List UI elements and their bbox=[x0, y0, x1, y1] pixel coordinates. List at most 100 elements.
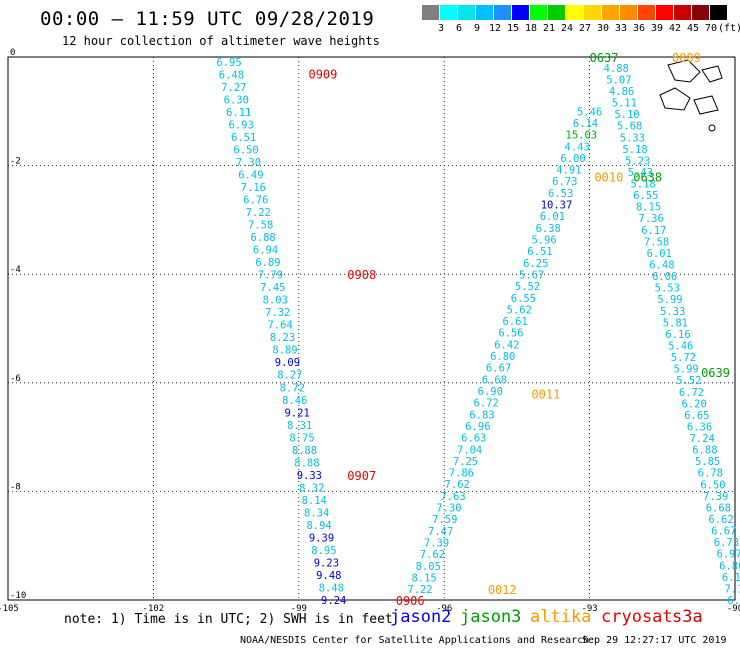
swh-value-label: 7.62 bbox=[420, 549, 445, 561]
colorbar-swatch bbox=[638, 5, 655, 20]
swh-value-label: 8.34 bbox=[304, 507, 329, 519]
colorbar-label: 6 bbox=[455, 23, 463, 34]
x-tick-label: -93 bbox=[581, 604, 597, 614]
colorbar-label: 12 bbox=[488, 23, 502, 34]
swh-value-label: 6.48 bbox=[649, 260, 674, 272]
colorbar-label: 36 bbox=[632, 23, 646, 34]
swh-value-label: 8.32 bbox=[299, 482, 324, 494]
legend-jason2: jason2 bbox=[390, 607, 452, 627]
colorbar-label: 30 bbox=[596, 23, 610, 34]
swh-value-label: 9.39 bbox=[309, 532, 334, 544]
swh-value-label: 6.67 bbox=[486, 363, 511, 375]
swh-value-label: 8.05 bbox=[416, 561, 441, 573]
swh-value-label: 6.50 bbox=[233, 144, 258, 156]
swh-value-label: 9.23 bbox=[314, 557, 339, 569]
colorbar-swatch bbox=[512, 5, 529, 20]
swh-value-label: 7.24 bbox=[690, 433, 715, 445]
swh-value-label: 6.56 bbox=[498, 328, 523, 340]
colorbar-label: 27 bbox=[578, 23, 592, 34]
swh-value-label: 6.73 bbox=[714, 537, 739, 549]
y-tick-label: -10 bbox=[10, 591, 26, 601]
colorbar-label: (ft) bbox=[718, 23, 740, 34]
swh-value-label: 6.76 bbox=[243, 195, 268, 207]
swh-value-label: 5.23 bbox=[625, 155, 650, 167]
swh-value-label: 6.01 bbox=[647, 248, 672, 260]
swh-value-label: 6.89 bbox=[255, 257, 280, 269]
swh-value-label: 8.72 bbox=[280, 382, 305, 394]
colorbar-label: 45 bbox=[686, 23, 700, 34]
swh-value-label: 6.95 bbox=[216, 57, 241, 69]
island-outline bbox=[667, 59, 701, 83]
swh-value-label: 5.72 bbox=[671, 352, 696, 364]
swh-value-label: 8.46 bbox=[282, 395, 307, 407]
swh-value-label: 6.68 bbox=[706, 502, 731, 514]
swh-value-label: 8.75 bbox=[289, 432, 314, 444]
swh-value-label: 4.88 bbox=[604, 63, 629, 75]
colorbar-label: 39 bbox=[650, 23, 664, 34]
swh-value-label: 6.48 bbox=[219, 69, 244, 81]
colorbar-label: 42 bbox=[668, 23, 682, 34]
swh-value-label: 6.38 bbox=[536, 223, 561, 235]
swh-value-label: 6.73 bbox=[552, 176, 577, 188]
swh-value-label: 6.80 bbox=[719, 560, 740, 572]
x-tick-label: -96 bbox=[436, 604, 452, 614]
swh-value-label: 9.21 bbox=[285, 407, 310, 419]
swh-value-label: 7.30 bbox=[436, 503, 461, 515]
swh-value-label: 7.47 bbox=[428, 526, 453, 538]
colorbar-swatch bbox=[566, 5, 583, 20]
swh-value-label: 8.15 bbox=[636, 202, 661, 214]
swh-value-label: 7.86 bbox=[449, 468, 474, 480]
swh-value-label: 8.95 bbox=[311, 545, 336, 557]
swh-value-label: 7.39 bbox=[424, 538, 449, 550]
swh-value-label: 6.62 bbox=[708, 514, 733, 526]
swh-value-label: 8.89 bbox=[272, 345, 297, 357]
swh-value-label: 6.72 bbox=[679, 387, 704, 399]
swh-value-label: 6.30 bbox=[224, 94, 249, 106]
swh-value-label: 7.10 bbox=[725, 583, 740, 595]
swh-value-label: 5.46 bbox=[668, 340, 693, 352]
swh-value-label: 6.68 bbox=[482, 374, 507, 386]
swh-value-label: 6.55 bbox=[633, 190, 658, 202]
x-tick-label: -99 bbox=[291, 604, 307, 614]
swh-value-label: 9.09 bbox=[275, 357, 300, 369]
colorbar-swatch bbox=[692, 5, 709, 20]
swh-value-label: 6.53 bbox=[548, 188, 573, 200]
pass-time-label: 0009 bbox=[672, 51, 701, 65]
pass-time-label: 0012 bbox=[488, 583, 517, 597]
legend-jason3: jason3 bbox=[460, 607, 522, 627]
swh-value-label: 5.68 bbox=[617, 121, 642, 133]
swh-value-label: 6.83 bbox=[469, 409, 494, 421]
colorbar-label: 9 bbox=[473, 23, 481, 34]
swh-value-label: 8.15 bbox=[411, 572, 436, 584]
swh-value-label: 6.50 bbox=[700, 479, 725, 491]
swh-value-label: 5.43 bbox=[628, 167, 653, 179]
swh-value-label: 7.04 bbox=[457, 444, 482, 456]
colorbar-label: 15 bbox=[506, 23, 520, 34]
colorbar-swatch bbox=[710, 5, 727, 20]
colorbar-label: 24 bbox=[560, 23, 574, 34]
legend-altika: altika bbox=[530, 607, 592, 627]
pass-time-label: 0908 bbox=[347, 268, 376, 282]
swh-value-label: 4.91 bbox=[556, 165, 581, 177]
y-tick-label: 0 bbox=[10, 48, 15, 58]
swh-value-label: 6.78 bbox=[698, 468, 723, 480]
x-tick-label: -90 bbox=[727, 604, 740, 614]
colorbar-swatch bbox=[422, 5, 439, 20]
colorbar-label: 33 bbox=[614, 23, 628, 34]
swh-value-label: 6.67 bbox=[711, 526, 736, 538]
pass-time-label: 0637 bbox=[590, 51, 619, 65]
swh-value-label: 9.48 bbox=[316, 570, 341, 582]
swh-value-label: 8.48 bbox=[319, 582, 344, 594]
swh-value-label: 6.63 bbox=[461, 433, 486, 445]
swh-value-label: 8.31 bbox=[287, 420, 312, 432]
y-tick-label: -8 bbox=[10, 482, 21, 492]
colorbar-swatch bbox=[530, 5, 547, 20]
colorbar-label: 21 bbox=[542, 23, 556, 34]
x-tick-label: -102 bbox=[143, 604, 165, 614]
swh-value-label: 7.63 bbox=[440, 491, 465, 503]
swh-value-label: 6.88 bbox=[250, 232, 275, 244]
swh-value-label: 7.45 bbox=[260, 282, 285, 294]
swh-value-label: 6.01 bbox=[540, 211, 565, 223]
swh-value-label: 6.14 bbox=[573, 118, 598, 130]
swh-value-label: 5.33 bbox=[660, 306, 685, 318]
